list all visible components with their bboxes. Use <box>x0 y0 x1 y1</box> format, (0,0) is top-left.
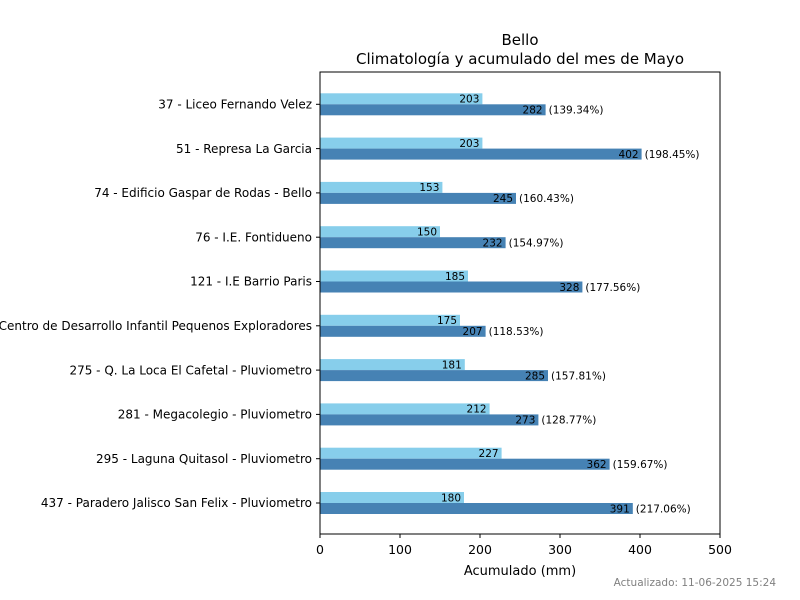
updated-timestamp: Actualizado: 11-06-2025 15:24 <box>614 577 777 589</box>
bar-acumulado <box>320 281 583 293</box>
category-label: Centro de Desarrollo Infantil Pequenos E… <box>0 319 312 333</box>
bar-acumulado <box>320 148 642 160</box>
category-label: 275 - Q. La Loca El Cafetal - Pluviometr… <box>69 363 312 377</box>
bar-climatologia <box>320 181 443 193</box>
category-label: 76 - I.E. Fontidueno <box>195 230 312 244</box>
bar-value-label: 207 <box>463 326 483 338</box>
bar-percent-label: (198.45%) <box>645 149 700 161</box>
category-label: 37 - Liceo Fernando Velez <box>158 98 312 112</box>
x-tick-label: 200 <box>468 542 492 557</box>
bar-value-label: 328 <box>559 282 579 294</box>
bar-acumulado <box>320 237 506 249</box>
bar-value-label: 185 <box>445 271 465 283</box>
plot-frame <box>319 71 721 535</box>
x-tick-label: 500 <box>708 542 732 557</box>
bar-acumulado <box>320 458 610 470</box>
bar-percent-label: (217.06%) <box>636 503 691 515</box>
bar-value-label: 180 <box>441 492 461 504</box>
x-tick-label: 100 <box>388 542 412 557</box>
bar-value-label: 362 <box>587 459 607 471</box>
bar-value-label: 273 <box>515 415 535 427</box>
x-tick-label: 300 <box>548 542 572 557</box>
bar-percent-label: (160.43%) <box>519 193 574 205</box>
bar-percent-label: (154.97%) <box>509 238 564 250</box>
bar-value-label: 232 <box>483 238 503 250</box>
bar-climatologia <box>320 403 490 415</box>
bar-value-label: 153 <box>419 182 439 194</box>
bar-value-label: 285 <box>525 370 545 382</box>
bar-value-label: 402 <box>619 149 639 161</box>
category-labels: 37 - Liceo Fernando Velez 51 - Represa La… <box>0 98 320 510</box>
bar-value-label: 181 <box>442 359 462 371</box>
chart-subtitle: Climatología y acumulado del mes de Mayo <box>356 50 684 68</box>
bar-climatologia <box>320 492 464 503</box>
bar-climatologia <box>320 314 460 326</box>
category-label: 437 - Paradero Jalisco San Felix - Pluvi… <box>41 496 312 510</box>
bar-climatologia <box>320 447 502 459</box>
bar-value-label: 203 <box>459 138 479 150</box>
category-label: 281 - Megacolegio - Pluviometro <box>118 408 312 422</box>
bar-percent-label: (128.77%) <box>541 415 596 427</box>
bar-value-label: 227 <box>479 448 499 460</box>
x-tick-label: 0 <box>316 542 324 557</box>
bar-percent-label: (157.81%) <box>551 370 606 382</box>
bar-percent-label: (118.53%) <box>489 326 544 338</box>
bars-group: 203 282 (139.34%) 203 402 (198.45%) 153 245 (160… <box>320 93 700 515</box>
bar-value-label: 212 <box>467 404 487 416</box>
x-tick-label: 400 <box>628 542 652 557</box>
bar-value-label: 175 <box>437 315 457 327</box>
bar-climatologia <box>320 137 483 149</box>
bar-percent-label: (177.56%) <box>585 282 640 294</box>
bar-value-label: 282 <box>523 105 543 117</box>
bar-acumulado <box>320 325 486 337</box>
bar-value-label: 203 <box>459 94 479 106</box>
chart-title: Bello <box>501 31 538 49</box>
category-label: 295 - Laguna Quitasol - Pluviometro <box>96 452 312 466</box>
bar-value-label: 150 <box>417 227 437 239</box>
bar-climatologia <box>320 93 483 105</box>
bar-acumulado <box>320 192 516 204</box>
bar-acumulado <box>320 104 546 116</box>
bar-acumulado <box>320 503 633 514</box>
bar-value-label: 245 <box>493 193 513 205</box>
bar-value-label: 391 <box>610 503 630 515</box>
bar-climatologia <box>320 226 440 238</box>
bar-climatologia <box>320 270 468 282</box>
bar-acumulado <box>320 414 539 426</box>
x-axis-label: Acumulado (mm) <box>464 564 576 579</box>
category-label: 121 - I.E Barrio Paris <box>190 275 312 289</box>
category-label: 74 - Edificio Gaspar de Rodas - Bello <box>94 186 312 200</box>
bar-percent-label: (159.67%) <box>613 459 668 471</box>
bar-acumulado <box>320 370 548 382</box>
bar-percent-label: (139.34%) <box>549 105 604 117</box>
bar-climatologia <box>320 359 465 371</box>
category-label: 51 - Represa La Garcia <box>176 142 312 156</box>
x-ticks: 0 100 200 300 400 500 <box>316 534 732 557</box>
